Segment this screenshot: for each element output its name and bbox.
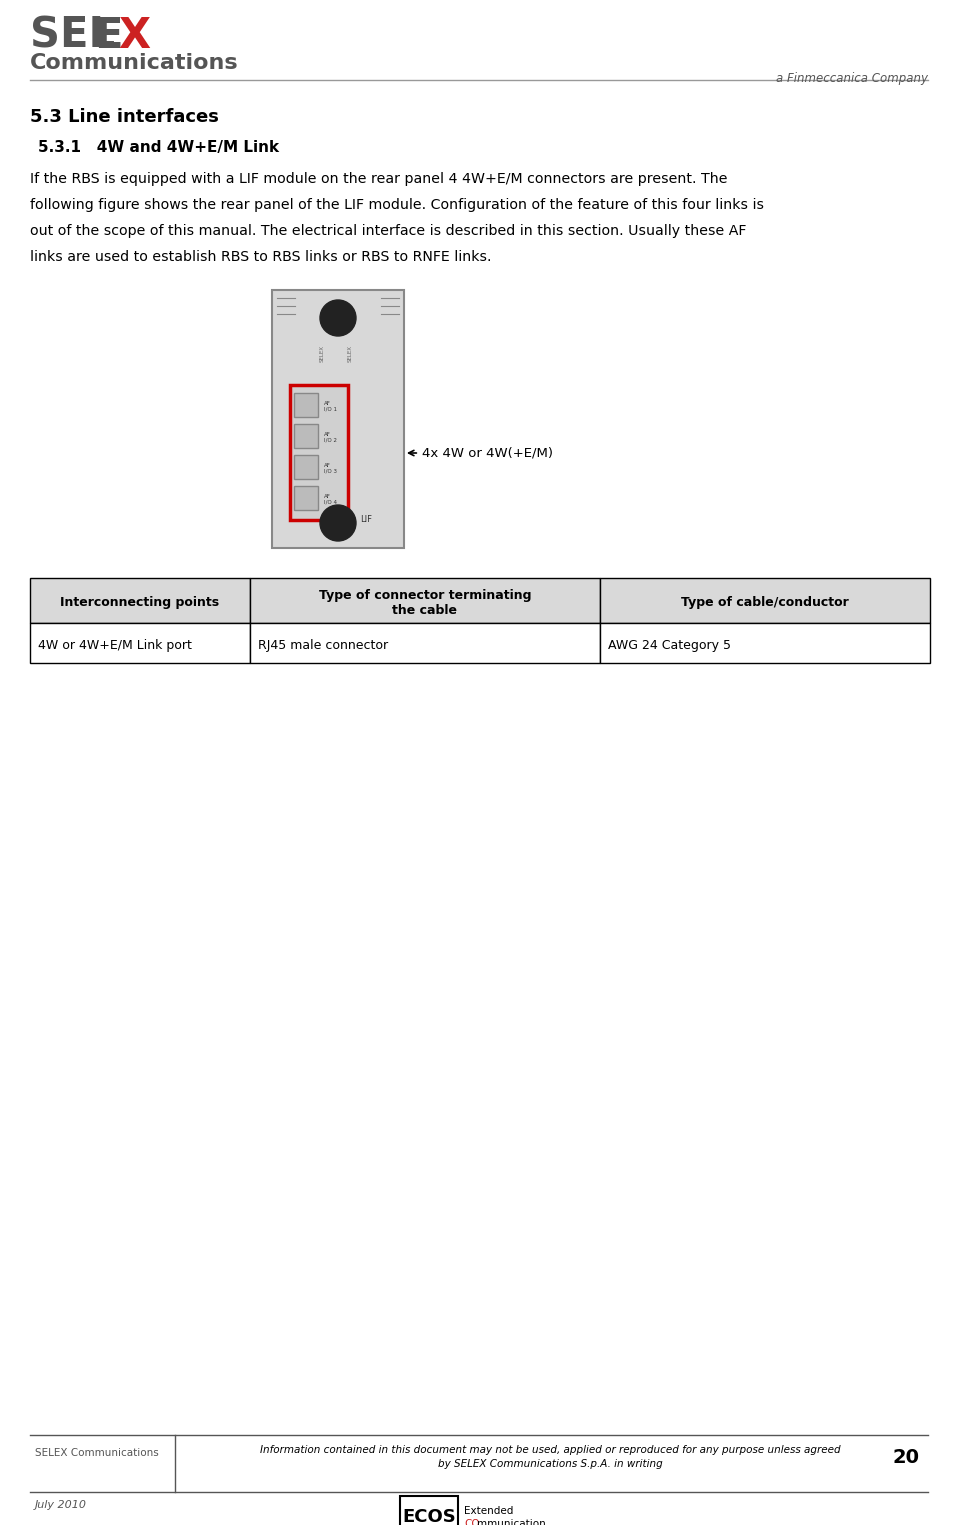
- Bar: [400, 1496, 458, 1525]
- Bar: [600, 624, 930, 663]
- Text: AF
I/O 4: AF I/O 4: [324, 494, 337, 505]
- Text: 5.3 Line interfaces: 5.3 Line interfaces: [30, 108, 219, 127]
- Text: Interconnecting points: Interconnecting points: [60, 596, 220, 608]
- Bar: [30, 624, 250, 663]
- Bar: [294, 393, 318, 416]
- Text: CO: CO: [464, 1519, 480, 1525]
- Bar: [294, 454, 318, 479]
- Text: AWG 24 Category 5: AWG 24 Category 5: [608, 639, 731, 651]
- Text: 5.3.1   4W and 4W+E/M Link: 5.3.1 4W and 4W+E/M Link: [38, 140, 279, 156]
- Text: RJ45 male connector: RJ45 male connector: [258, 639, 388, 651]
- Circle shape: [320, 300, 356, 336]
- Text: SELEX Communications: SELEX Communications: [35, 1449, 158, 1458]
- Text: X: X: [118, 15, 150, 56]
- Text: AF
I/O 1: AF I/O 1: [324, 401, 337, 412]
- Bar: [294, 486, 318, 509]
- Circle shape: [320, 505, 356, 541]
- Text: ECOS: ECOS: [402, 1508, 456, 1525]
- Text: Communications: Communications: [30, 53, 239, 73]
- Text: Extended: Extended: [464, 1507, 514, 1516]
- Text: links are used to establish RBS to RBS links or RBS to RNFE links.: links are used to establish RBS to RBS l…: [30, 250, 492, 264]
- Text: a Finmeccanica Company: a Finmeccanica Company: [776, 72, 928, 85]
- Bar: [250, 624, 600, 663]
- Text: 4x 4W or 4W(+E/M): 4x 4W or 4W(+E/M): [409, 447, 553, 459]
- Text: SELEX: SELEX: [320, 345, 325, 361]
- Text: 20: 20: [893, 1449, 920, 1467]
- Bar: [600, 578, 930, 624]
- Text: SELEX: SELEX: [348, 345, 353, 361]
- Text: If the RBS is equipped with a LIF module on the rear panel 4 4W+E/M connectors a: If the RBS is equipped with a LIF module…: [30, 172, 728, 186]
- Text: AF
I/O 3: AF I/O 3: [324, 462, 337, 473]
- Text: LIF: LIF: [360, 515, 372, 525]
- Text: Information contained in this document may not be used, applied or reproduced fo: Information contained in this document m…: [260, 1446, 840, 1455]
- Text: July 2010: July 2010: [35, 1501, 87, 1510]
- Bar: [272, 290, 404, 547]
- Text: following figure shows the rear panel of the LIF module. Configuration of the fe: following figure shows the rear panel of…: [30, 198, 764, 212]
- Text: mmunication: mmunication: [477, 1519, 545, 1525]
- Text: out of the scope of this manual. The electrical interface is described in this s: out of the scope of this manual. The ele…: [30, 224, 746, 238]
- Bar: [290, 384, 348, 520]
- Bar: [250, 578, 600, 624]
- Bar: [294, 424, 318, 448]
- Text: SEL: SEL: [30, 15, 115, 56]
- Text: Type of cable/conductor: Type of cable/conductor: [682, 596, 849, 608]
- Text: Type of connector terminating
the cable: Type of connector terminating the cable: [319, 589, 531, 616]
- Text: E: E: [94, 15, 123, 56]
- Bar: [30, 578, 250, 624]
- Text: AF
I/O 2: AF I/O 2: [324, 432, 337, 442]
- Text: 4W or 4W+E/M Link port: 4W or 4W+E/M Link port: [38, 639, 192, 651]
- Text: by SELEX Communications S.p.A. in writing: by SELEX Communications S.p.A. in writin…: [438, 1459, 662, 1469]
